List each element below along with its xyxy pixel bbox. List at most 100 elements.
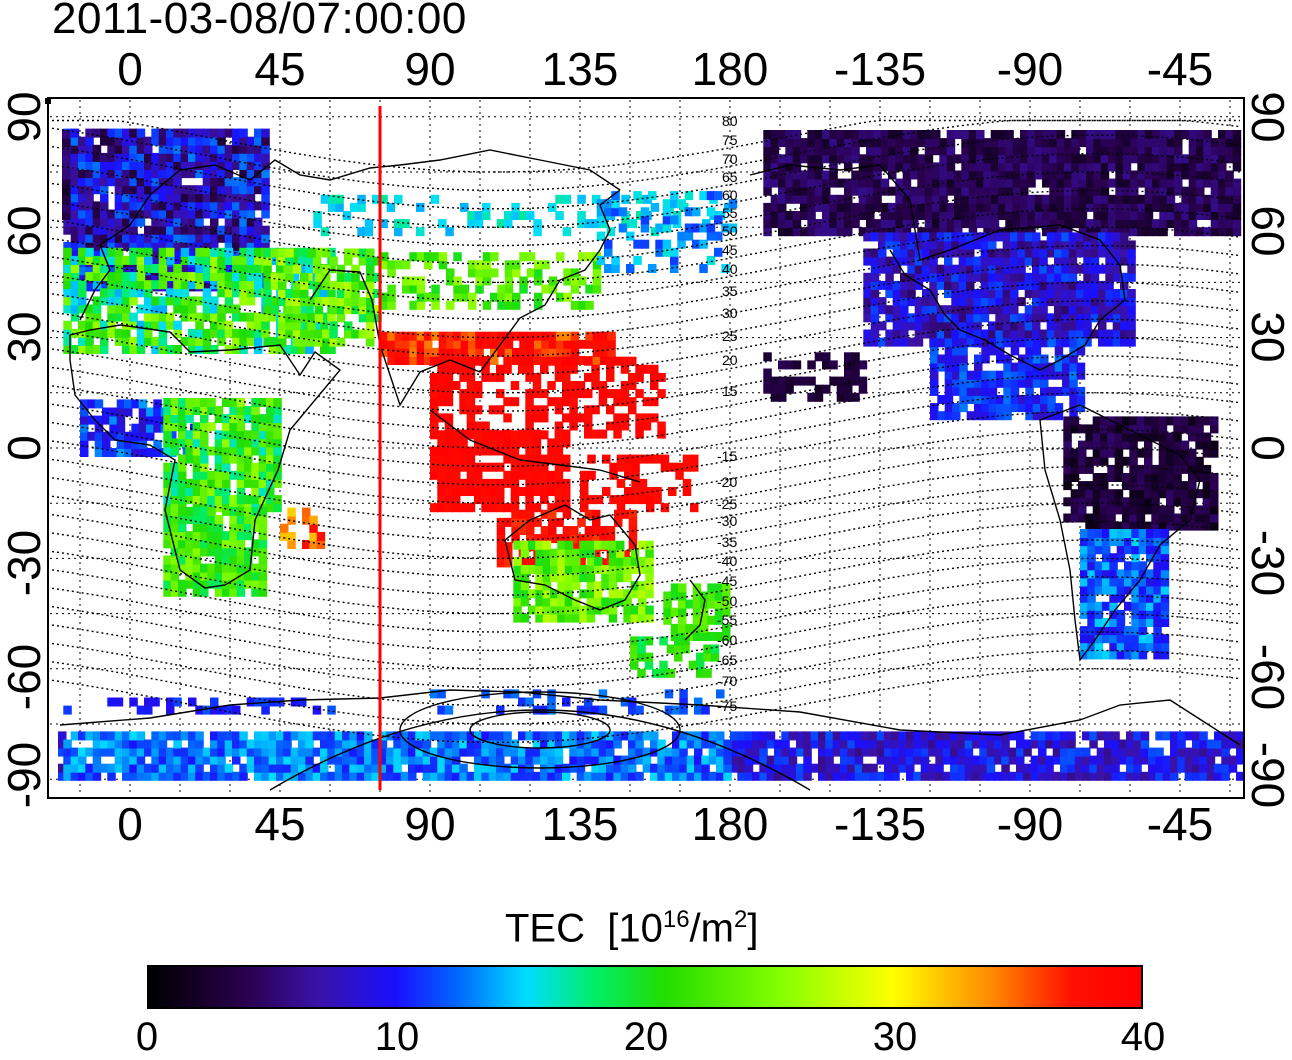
tec-cell xyxy=(645,636,654,645)
tec-cell xyxy=(525,463,534,472)
tec-cell xyxy=(628,381,637,390)
tec-cell xyxy=(899,756,908,765)
tec-cell xyxy=(244,515,253,524)
tec-cell xyxy=(778,179,787,188)
tec-cell xyxy=(188,740,197,749)
tec-cell xyxy=(417,356,426,365)
tec-cell xyxy=(638,597,647,606)
tec-cell xyxy=(1211,162,1220,171)
tec-cell xyxy=(952,387,961,396)
tec-cell xyxy=(527,268,536,277)
tec-cell xyxy=(1108,179,1117,188)
tec-cell xyxy=(247,296,256,305)
tec-cell xyxy=(1083,313,1092,322)
tec-cell xyxy=(565,614,574,623)
tec-cell xyxy=(1100,424,1109,433)
tec-cell xyxy=(357,203,366,212)
tec-cell xyxy=(387,293,396,302)
tec-cell xyxy=(1159,473,1168,482)
tec-cell xyxy=(994,772,1003,781)
tec-cell xyxy=(93,740,102,749)
tec-cell xyxy=(1093,481,1102,490)
tec-cell xyxy=(1137,416,1146,425)
tec-cell xyxy=(1010,305,1019,314)
tec-cell xyxy=(195,740,204,749)
tec-cell xyxy=(430,381,439,390)
tec-cell xyxy=(1161,602,1170,611)
tec-cell xyxy=(210,329,219,338)
tec-cell xyxy=(239,740,248,749)
tec-cell xyxy=(1225,203,1234,212)
tec-cell xyxy=(115,272,124,281)
tec-cell xyxy=(95,432,104,441)
tec-cell xyxy=(1076,240,1085,249)
tec-cell xyxy=(481,430,490,439)
tec-cell xyxy=(1035,130,1044,139)
tec-cell xyxy=(254,764,263,773)
tec-cell xyxy=(232,185,241,194)
tec-cell xyxy=(959,403,968,412)
tec-cell xyxy=(512,332,521,341)
tec-cell xyxy=(1199,740,1208,749)
tec-cell xyxy=(690,455,699,464)
tec-cell xyxy=(947,154,956,163)
tec-cell xyxy=(793,138,802,147)
tec-cell xyxy=(217,129,226,138)
tec-cell xyxy=(862,772,871,781)
tec-cell xyxy=(329,338,338,347)
tec-cell xyxy=(1001,740,1010,749)
tec-cell xyxy=(1069,232,1078,241)
tec-cell xyxy=(139,432,148,441)
tec-cell xyxy=(1071,497,1080,506)
tec-cell xyxy=(945,411,954,420)
tec-cell xyxy=(1039,330,1048,339)
tec-cell xyxy=(1174,146,1183,155)
tec-cell xyxy=(85,234,94,243)
tec-cell xyxy=(337,265,346,274)
tec-cell xyxy=(571,285,580,294)
tec-cell xyxy=(752,740,761,749)
tec-cell xyxy=(173,234,182,243)
tec-cell xyxy=(1078,424,1087,433)
tec-cell xyxy=(217,264,226,273)
tec-cell xyxy=(1095,602,1104,611)
tec-cell xyxy=(71,772,80,781)
tec-cell xyxy=(239,748,248,757)
tec-cell xyxy=(1054,281,1063,290)
tec-cell xyxy=(616,557,625,566)
tec-cell xyxy=(991,179,1000,188)
tec-cell xyxy=(93,210,102,219)
tec-cell xyxy=(895,154,904,163)
tec-cell xyxy=(232,756,241,765)
tec-cell xyxy=(969,211,978,220)
tec-cell xyxy=(1017,281,1026,290)
tec-cell xyxy=(100,329,109,338)
tec-cell xyxy=(1100,449,1109,458)
tec-cell xyxy=(416,227,425,236)
tec-cell xyxy=(525,430,534,439)
tec-cell xyxy=(1069,395,1078,404)
tec-cell xyxy=(78,337,87,346)
tec-cell xyxy=(115,185,124,194)
tec-cell xyxy=(207,531,216,540)
tec-cell xyxy=(965,740,974,749)
tec-cell xyxy=(533,227,542,236)
tec-cell xyxy=(1203,179,1212,188)
tec-cell xyxy=(1137,219,1146,228)
tec-cell xyxy=(409,340,418,349)
tec-cell xyxy=(606,389,615,398)
tec-cell xyxy=(1185,772,1194,781)
tec-cell xyxy=(1098,289,1107,298)
tec-cell xyxy=(935,756,944,765)
tec-cell xyxy=(601,565,610,574)
tec-cell xyxy=(950,748,959,757)
tec-cell xyxy=(273,430,282,439)
tec-cell xyxy=(922,321,931,330)
tec-cell xyxy=(263,305,272,314)
tec-cell xyxy=(1117,537,1126,546)
tec-cell xyxy=(166,345,175,354)
tec-cell xyxy=(71,226,80,235)
tec-cell xyxy=(93,177,102,186)
tec-cell xyxy=(811,731,820,740)
tec-cell xyxy=(85,313,94,322)
